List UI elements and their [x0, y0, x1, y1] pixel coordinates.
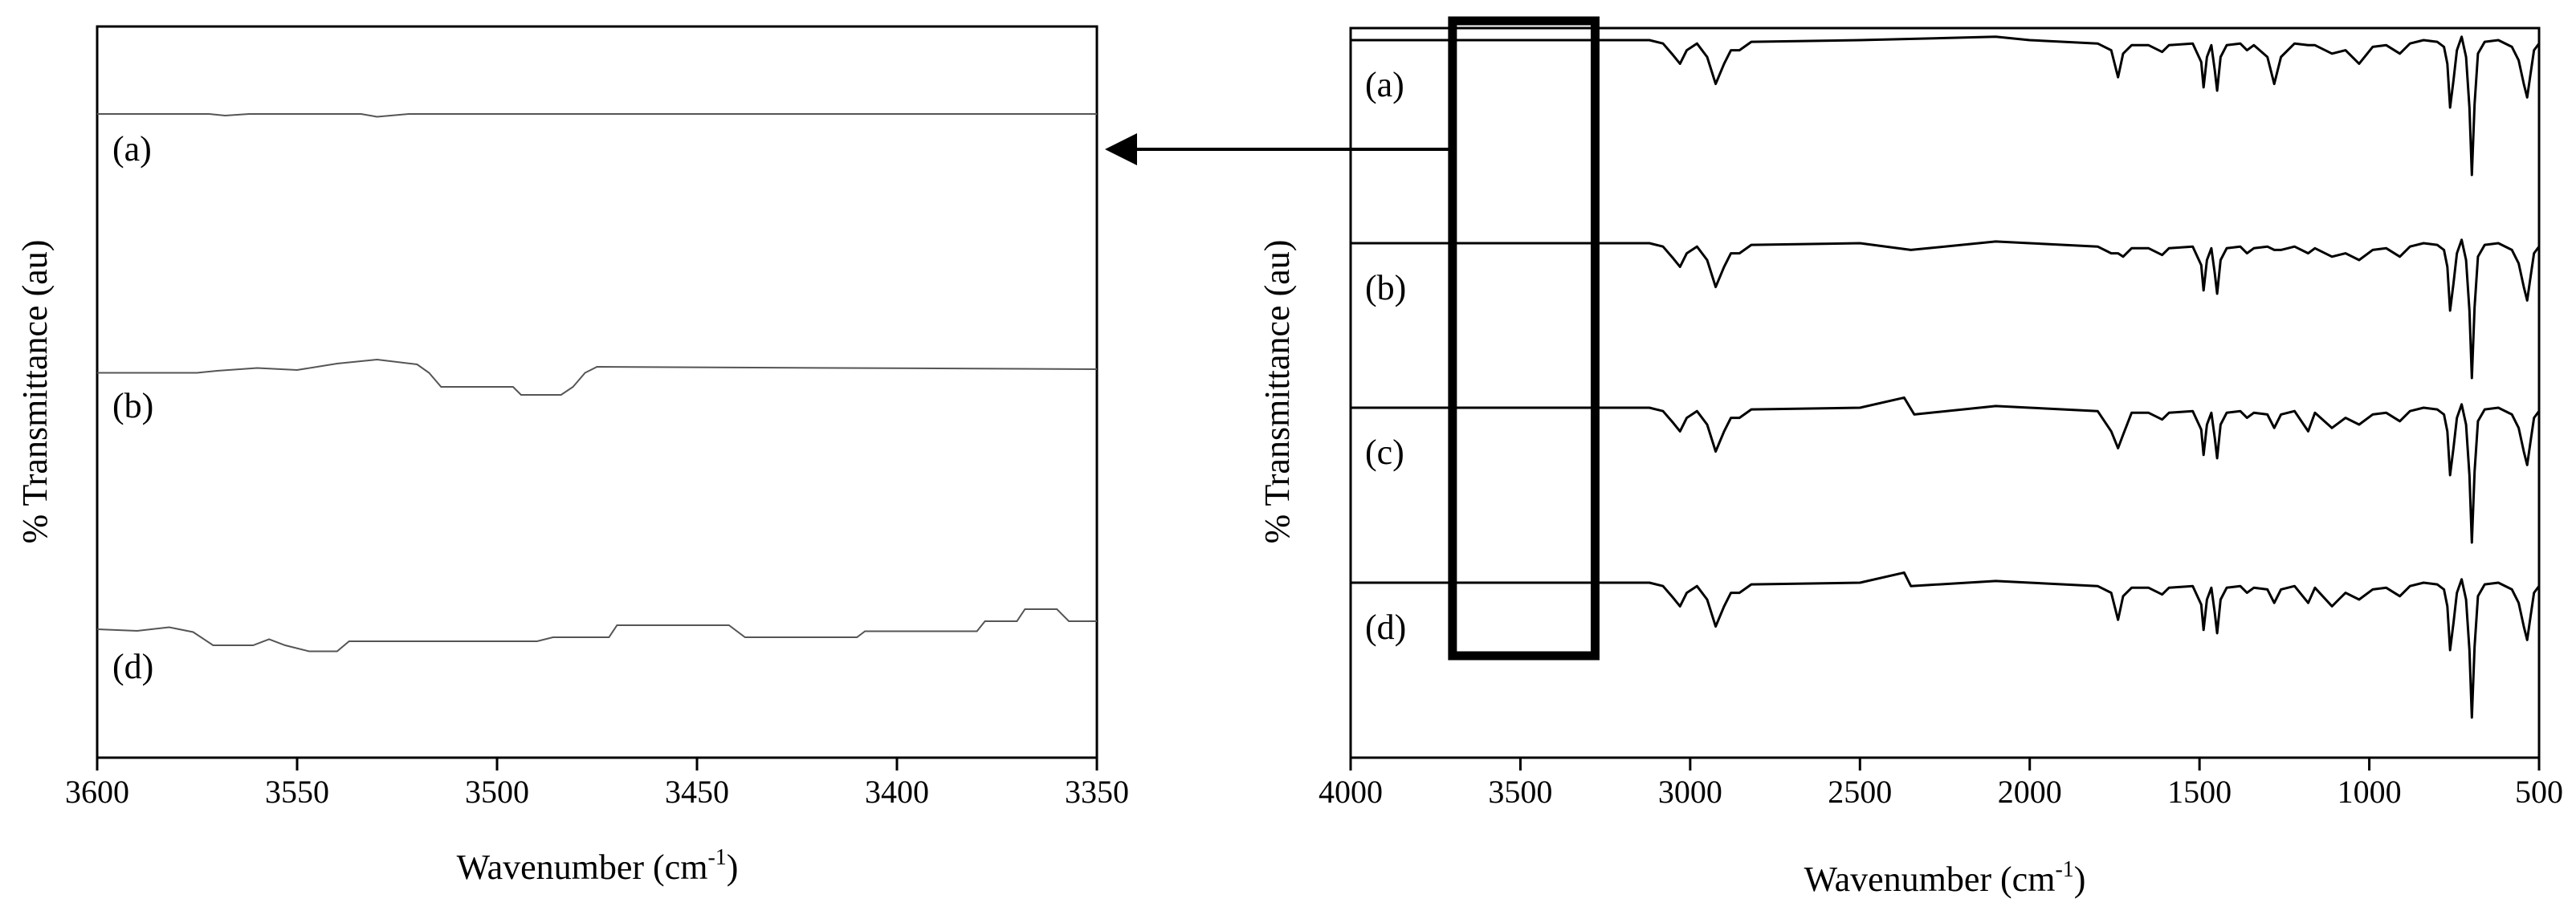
- zoomed-x-tick-label: 3500: [465, 774, 529, 810]
- full-y-axis-label: % Transmittance (au): [1257, 240, 1297, 544]
- zoomed-series-group: [96, 113, 1098, 653]
- full-series-label: (b): [1365, 268, 1406, 307]
- full-x-tick-label: 3000: [1658, 774, 1722, 810]
- zoomed-x-tick-label: 3450: [665, 774, 729, 810]
- full-x-tick-label: 1500: [2167, 774, 2232, 810]
- zoomed-series-label: (a): [112, 129, 152, 169]
- full-series-line: [1351, 35, 2541, 177]
- zoomed-x-tick-label: 3550: [265, 774, 329, 810]
- full-x-axis-label: Wavenumber (cm-1): [1804, 857, 2086, 899]
- full-series-label: (d): [1365, 608, 1406, 647]
- full-x-tick-label: 1000: [2338, 774, 2402, 810]
- full-series-label: (a): [1365, 65, 1404, 104]
- zoomed-x-tick-label: 3600: [65, 774, 129, 810]
- full-x-tick-label: 3500: [1488, 774, 1552, 810]
- full-series-line: [1351, 238, 2541, 380]
- full-spectrum-chart: 4000 3500 3000 2500 2000 1500 1000 500 (a) (b) (c…: [1105, 16, 2563, 899]
- zoomed-series-labels: (a) (b) (d): [112, 129, 153, 686]
- zoomed-series-line: [96, 608, 1097, 653]
- full-x-ticks: 4000 3500 3000 2500 2000 1500 1000 500: [1319, 758, 2563, 810]
- full-series-line: [1351, 396, 2541, 544]
- full-plot-frame: [1349, 26, 2541, 759]
- zoomed-plot-frame: [96, 25, 1098, 759]
- full-series-line: [1351, 571, 2541, 719]
- zoomed-series-line: [97, 358, 1098, 396]
- zoomed-x-tick-label: 3350: [1065, 774, 1129, 810]
- full-series-label: (c): [1365, 433, 1404, 472]
- full-x-tick-label: 4000: [1319, 774, 1383, 810]
- zoomed-series-line: [97, 113, 1097, 118]
- full-x-tick-label: 2500: [1828, 774, 1892, 810]
- zoomed-series-label: (b): [112, 386, 153, 425]
- full-series-group: [1351, 35, 2541, 719]
- full-x-tick-label: 2000: [1998, 774, 2062, 810]
- zoomed-x-tick-label: 3400: [865, 774, 929, 810]
- zoomed-x-axis-label: Wavenumber (cm-1): [457, 845, 739, 887]
- zoom-region-box: [1448, 16, 1600, 661]
- full-series-labels: (a) (b) (c) (d): [1365, 65, 1406, 647]
- full-x-tick-label: 500: [2515, 774, 2563, 810]
- zoomed-x-ticks: 3600 3550 3500 3450 3400 3350: [65, 758, 1129, 810]
- zoomed-spectrum-chart: 3600 3550 3500 3450 3400 3350 (a) (b) (d) % Tra…: [15, 25, 1129, 887]
- zoomed-y-axis-label: % Transmittance (au): [15, 240, 55, 544]
- zoomed-series-label: (d): [112, 647, 153, 686]
